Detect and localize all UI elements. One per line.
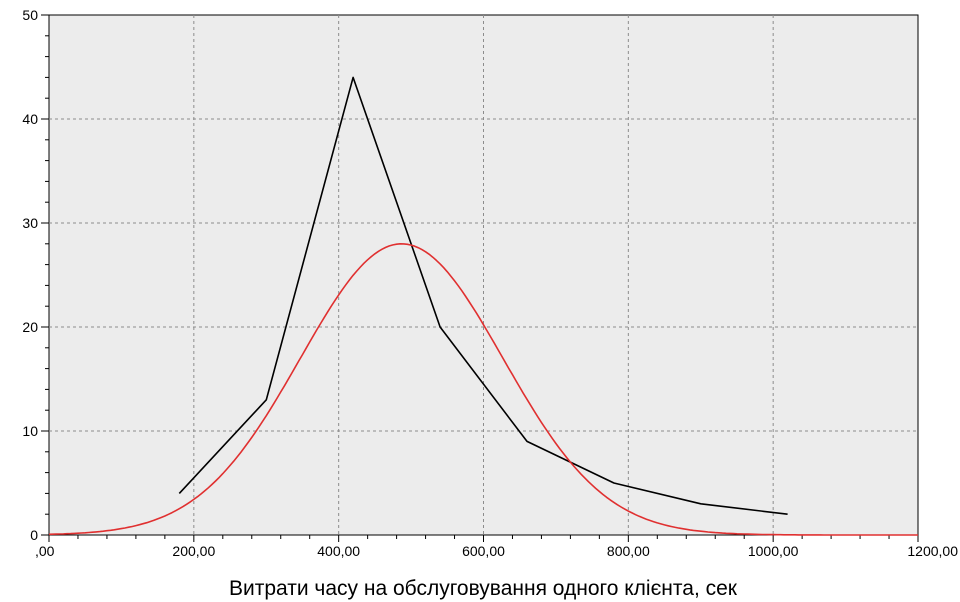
frequency-line [178,76,788,515]
y-tick-label: 0 [30,527,38,543]
x-tick-label: 1000,00 [748,543,799,559]
y-tick-label: 50 [22,7,38,23]
grid [49,15,918,535]
y-tick-label: 40 [22,111,38,127]
axes [41,14,919,542]
x-tick-label: 800,00 [607,543,650,559]
y-tick-label: 10 [22,423,38,439]
x-tick-label: 200,00 [172,543,215,559]
x-tick-label: ,00 [35,543,55,559]
normal-curve-line [48,243,918,536]
series [48,76,918,536]
x-axis-title: Витрати часу на обслуговування одного кл… [229,577,738,600]
x-tick-label: 600,00 [462,543,505,559]
tick-labels: 0 10 20 30 40 50 ,00 200,00 400,00 600,00 800,00 10… [22,7,958,559]
x-tick-label: 1200,00 [907,543,958,559]
y-tick-label: 20 [22,319,38,335]
y-tick-label: 30 [22,215,38,231]
x-tick-label: 400,00 [317,543,360,559]
